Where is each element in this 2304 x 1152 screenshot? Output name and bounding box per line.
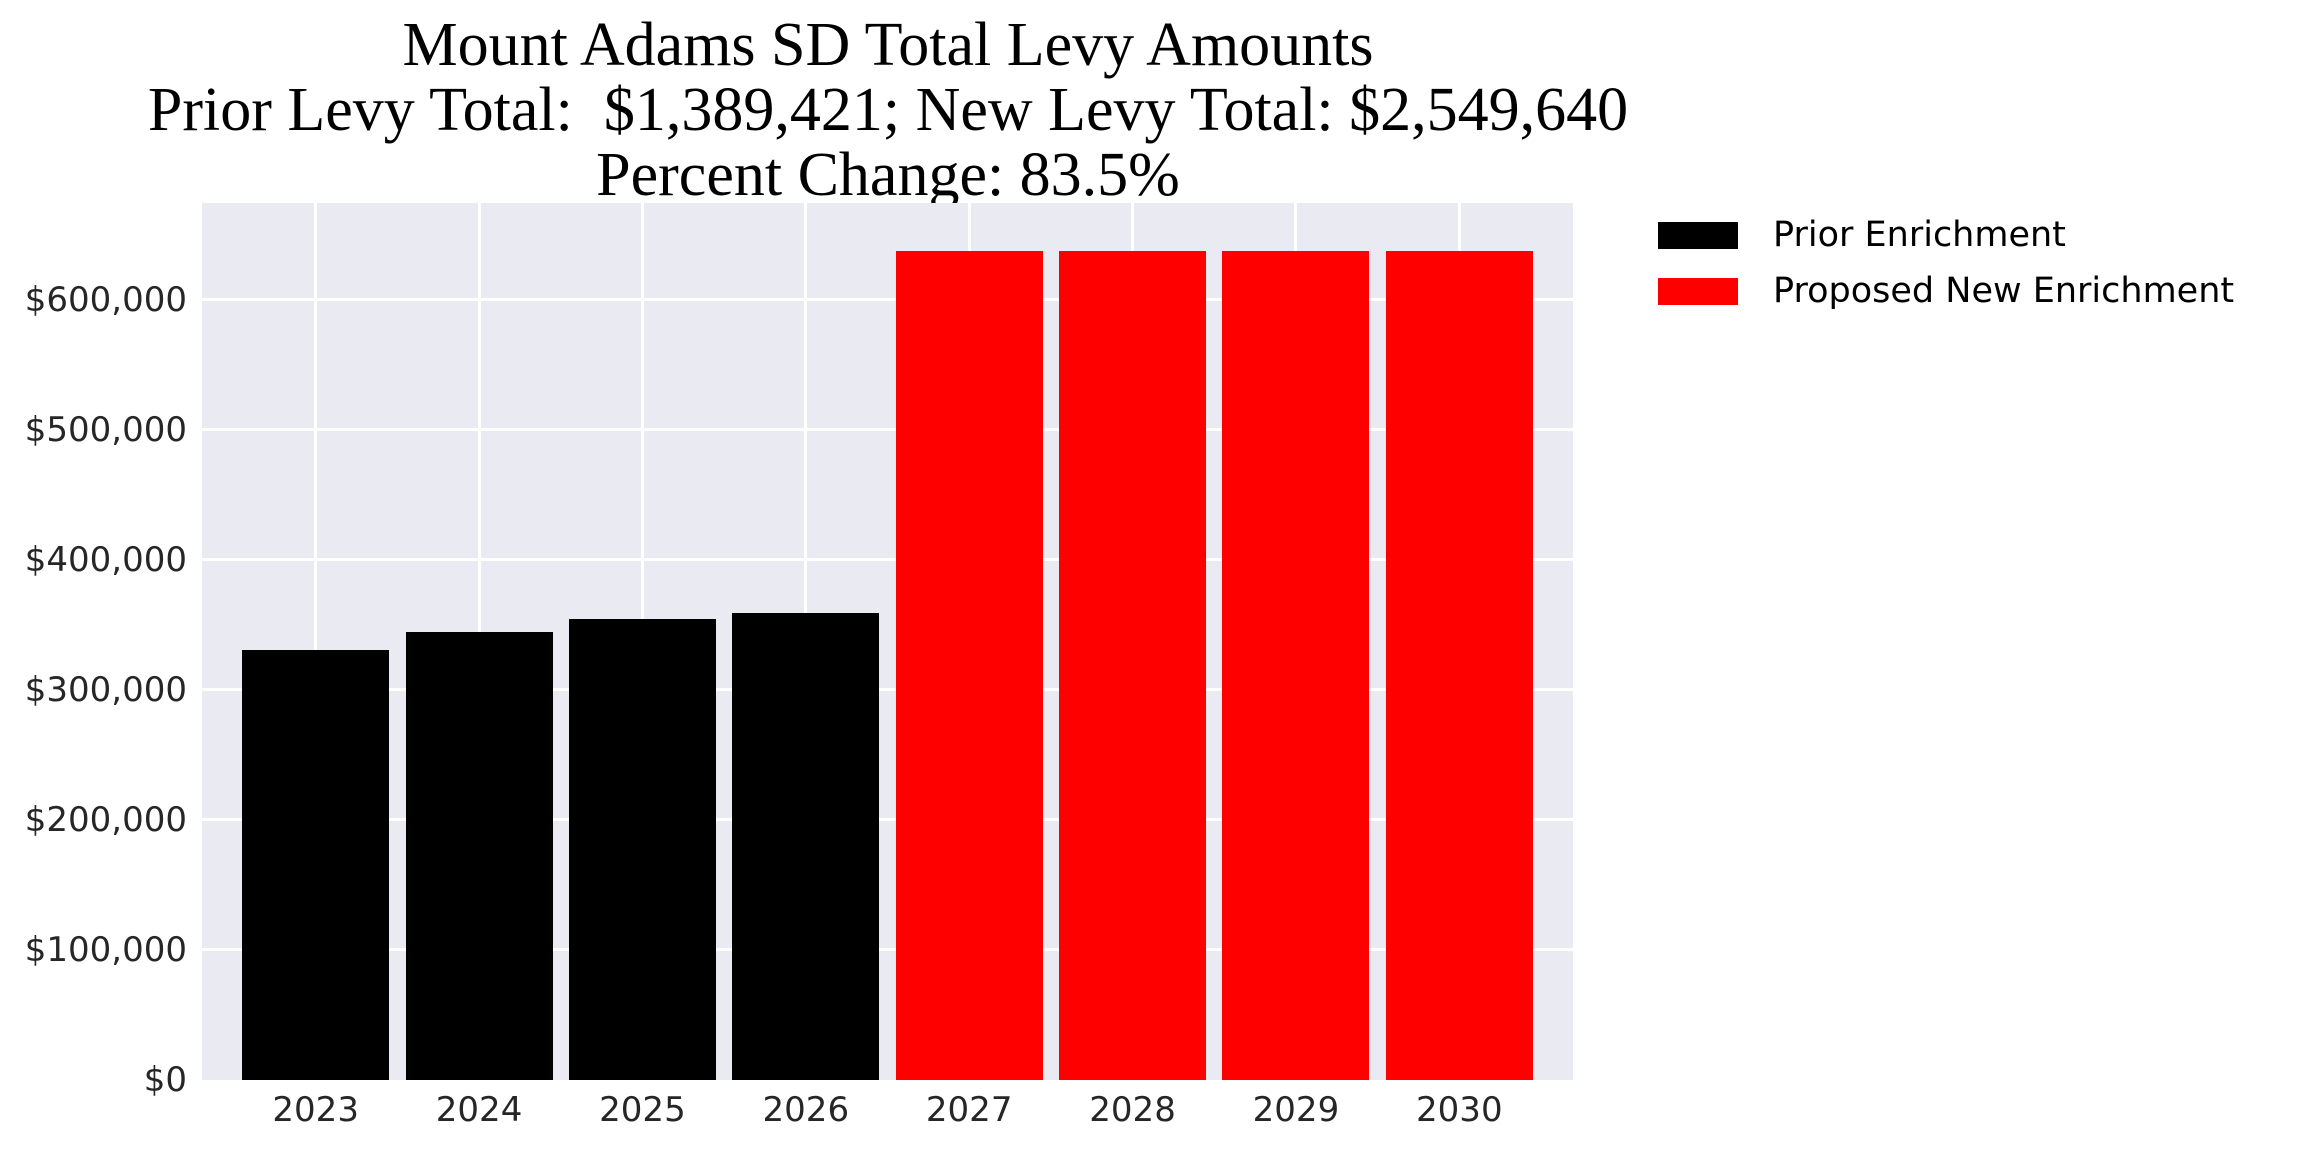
- bar-2029: [1222, 251, 1370, 1080]
- y-gridline: [202, 558, 1573, 562]
- bar-2026: [732, 613, 880, 1080]
- chart-title: Mount Adams SD Total Levy Amounts Prior …: [0, 13, 1776, 208]
- legend: Prior Enrichment Proposed New Enrichment: [1658, 215, 2235, 330]
- bar-2025: [568, 618, 716, 1080]
- x-gridline: [314, 203, 318, 1080]
- bar-2030: [1385, 251, 1533, 1080]
- legend-item: Proposed New Enrichment: [1658, 271, 2235, 311]
- legend-swatch: [1658, 277, 1738, 305]
- bar-2027: [895, 251, 1043, 1080]
- bar-2028: [1059, 251, 1207, 1080]
- y-gridline: [202, 948, 1573, 952]
- legend-swatch: [1658, 221, 1738, 249]
- y-tick-label: $200,000: [24, 799, 187, 840]
- y-tick-label: $400,000: [24, 539, 187, 580]
- x-tick-label: 2023: [272, 1090, 359, 1130]
- y-gridline: [202, 818, 1573, 822]
- x-tick-label: 2030: [1416, 1090, 1503, 1130]
- legend-label: Proposed New Enrichment: [1773, 271, 2235, 311]
- y-tick-label: $300,000: [24, 669, 187, 710]
- y-tick-label: $0: [143, 1060, 187, 1100]
- chart-title-line-2-totals: Prior Levy Total: $1,389,421; New Levy T…: [147, 76, 1629, 144]
- x-tick-label: 2025: [599, 1090, 686, 1130]
- chart-title-line-1: Mount Adams SD Total Levy Amounts: [402, 11, 1374, 79]
- x-tick-label: 2028: [1089, 1090, 1176, 1130]
- plot-area: [202, 203, 1573, 1080]
- x-tick-label: 2027: [925, 1090, 1013, 1130]
- y-tick-label: $500,000: [24, 409, 187, 450]
- x-tick-label: 2024: [435, 1090, 523, 1130]
- chart-title-line-3-percent-change: Percent Change: 83.5%: [596, 141, 1180, 209]
- y-gridline: [202, 688, 1573, 692]
- y-tick-label: $100,000: [24, 929, 187, 970]
- x-tick-label: 2026: [762, 1090, 850, 1130]
- y-gridline: [202, 298, 1573, 302]
- y-gridline: [202, 428, 1573, 432]
- legend-item: Prior Enrichment: [1658, 215, 2234, 255]
- x-tick-label: 2029: [1252, 1090, 1340, 1130]
- bar-2023: [242, 649, 390, 1080]
- y-tick-label: $600,000: [24, 279, 187, 320]
- legend-label: Prior Enrichment: [1773, 215, 2066, 255]
- bar-2024: [405, 632, 553, 1080]
